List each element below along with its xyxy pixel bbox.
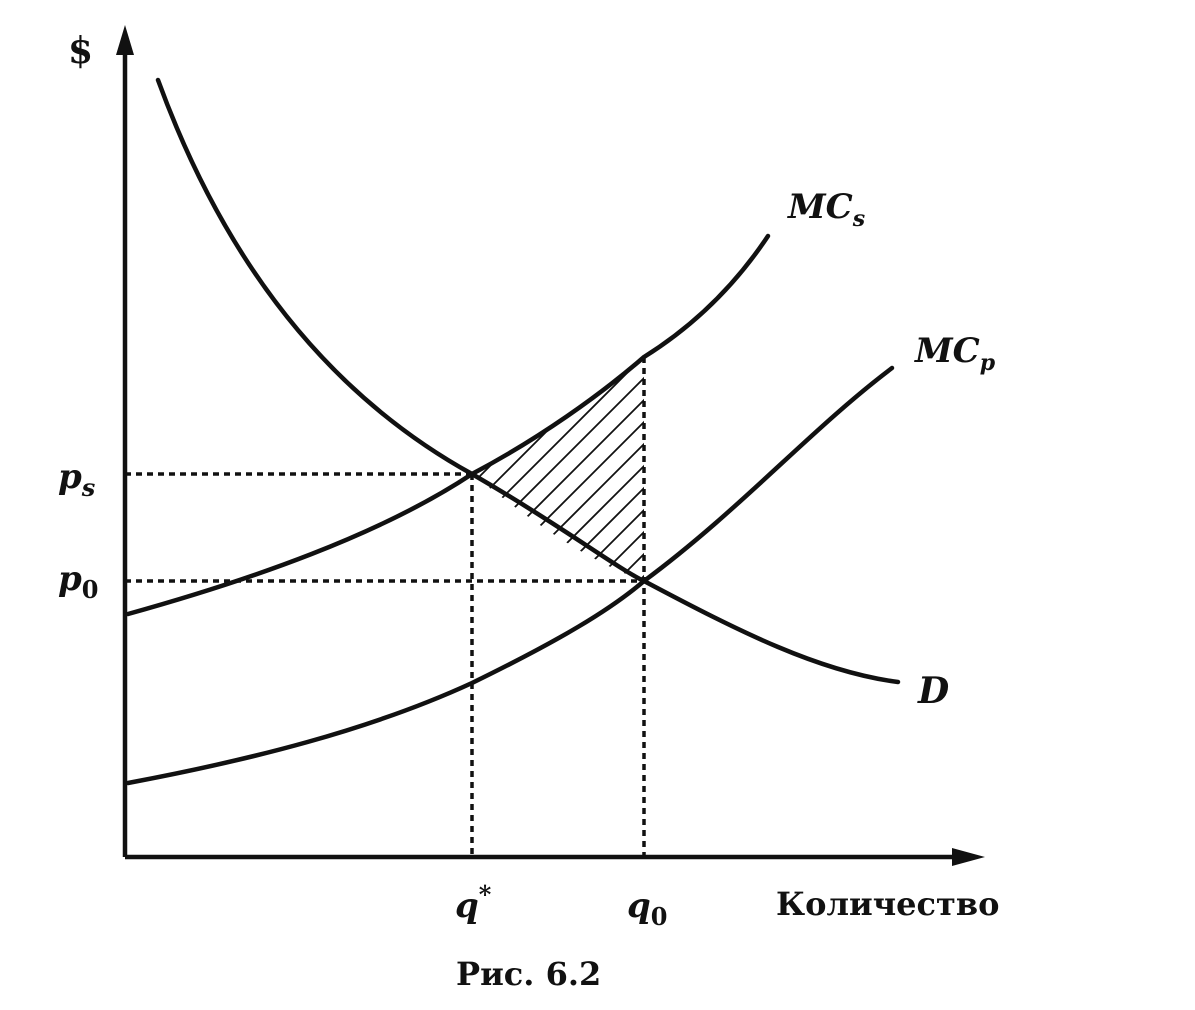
q0-label: q0: [627, 886, 667, 931]
mc-private-curve: [125, 365, 895, 786]
qstar-label: q*: [455, 880, 492, 926]
deadweight-loss-hatch: [472, 357, 644, 581]
demand-label: D: [917, 670, 949, 712]
x-axis-arrow: [952, 848, 985, 866]
p0-label: p0: [58, 559, 98, 604]
ps-label: ps: [58, 457, 96, 502]
demand-curve: [155, 77, 901, 685]
y-axis-label: $: [68, 30, 93, 72]
mc-private-label: MCp: [914, 331, 996, 376]
mc-social-label: MCs: [787, 187, 865, 232]
figure-caption: Рис. 6.2: [456, 955, 601, 993]
y-axis-arrow: [116, 25, 134, 55]
x-axis-label: Количество: [776, 885, 999, 923]
mc-social-curve: [125, 233, 771, 617]
